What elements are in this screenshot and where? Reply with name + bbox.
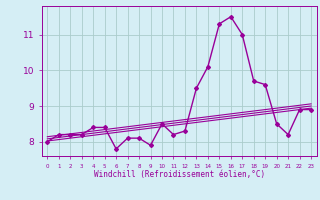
X-axis label: Windchill (Refroidissement éolien,°C): Windchill (Refroidissement éolien,°C) (94, 170, 265, 179)
